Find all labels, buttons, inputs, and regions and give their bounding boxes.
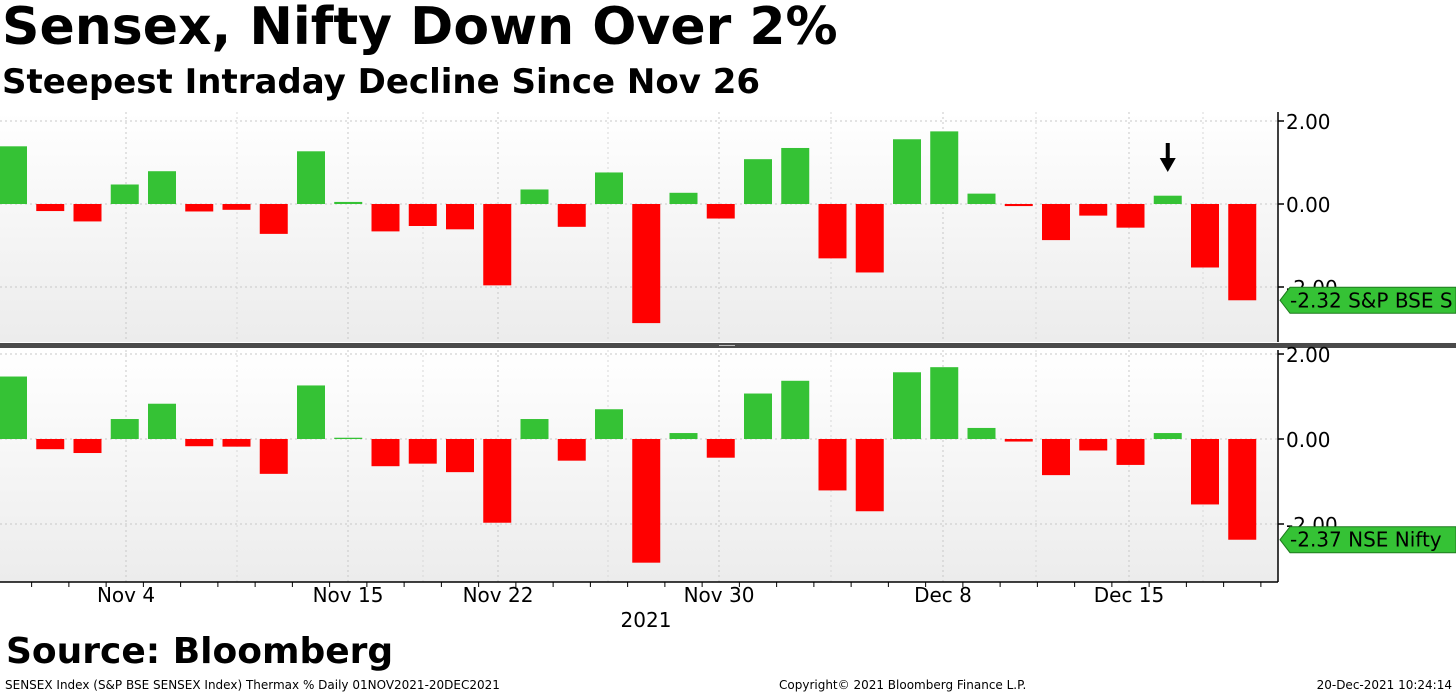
bar <box>1004 439 1033 442</box>
bar <box>1079 204 1108 216</box>
bar <box>967 427 996 439</box>
bar <box>930 367 959 439</box>
bar <box>893 139 921 204</box>
bar <box>446 204 474 230</box>
bar-chart: 2.000.00-2.00-2.32 S&P BSE S2.000.00-2.0… <box>0 110 1456 632</box>
x-tick-label: Dec 15 <box>1094 583 1165 607</box>
bar <box>483 439 512 523</box>
last-value-tag <box>1279 526 1456 554</box>
bar <box>781 380 810 439</box>
x-tick-label: Nov 30 <box>684 583 755 607</box>
bar <box>185 439 214 447</box>
bar <box>632 439 661 563</box>
chart-subtitle: Steepest Intraday Decline Since Nov 26 <box>2 62 761 102</box>
last-value-label: -2.32 S&P BSE S <box>1290 288 1453 312</box>
x-tick-label: Nov 15 <box>313 583 384 607</box>
bar <box>371 439 400 467</box>
bar <box>632 204 661 324</box>
bar <box>36 439 65 450</box>
bar <box>1153 195 1182 204</box>
bar <box>520 419 549 439</box>
bar <box>259 204 288 234</box>
y-tick-label: 2.00 <box>1286 110 1331 134</box>
bar <box>1079 439 1108 451</box>
bar <box>446 439 474 473</box>
bar <box>334 437 363 439</box>
bar <box>1116 204 1145 228</box>
source-label: Source: Bloomberg <box>6 631 394 672</box>
bar <box>893 372 921 439</box>
bar <box>744 159 772 204</box>
bar <box>557 439 586 461</box>
bar <box>855 439 884 512</box>
bar <box>595 172 623 204</box>
bar <box>222 439 251 447</box>
bar <box>669 433 698 439</box>
bar <box>1042 204 1070 241</box>
bar <box>1191 204 1219 268</box>
bar <box>73 204 102 222</box>
bar <box>706 439 735 458</box>
bar <box>967 193 996 204</box>
down-arrow-icon-head <box>1159 158 1176 172</box>
footer-copyright: Copyright© 2021 Bloomberg Finance L.P. <box>779 678 1027 692</box>
bar <box>520 189 549 204</box>
bar <box>855 204 884 273</box>
bar <box>1042 439 1070 476</box>
bar <box>185 204 214 212</box>
bar <box>408 204 437 226</box>
last-value-tag <box>1279 286 1456 314</box>
bar <box>371 204 400 232</box>
bar <box>148 171 176 204</box>
x-year-label: 2021 <box>621 608 672 632</box>
bar <box>110 184 139 204</box>
bar <box>408 439 437 464</box>
bar <box>1191 439 1219 505</box>
last-value-label: -2.37 NSE Nifty <box>1290 528 1442 552</box>
bar <box>110 419 139 439</box>
panel-divider-handle <box>719 345 735 346</box>
bar <box>557 204 586 227</box>
bar <box>73 439 102 454</box>
bar <box>1153 433 1182 439</box>
bar <box>818 204 847 259</box>
bar <box>669 192 698 204</box>
bar <box>706 204 735 219</box>
x-tick-label: Dec 8 <box>914 583 972 607</box>
bar <box>1004 204 1033 207</box>
y-tick-label: 0.00 <box>1286 428 1331 452</box>
bar <box>1228 204 1257 301</box>
bar <box>297 151 325 204</box>
bar <box>930 131 959 204</box>
bar <box>222 204 251 210</box>
bar <box>148 403 176 439</box>
bar <box>1228 439 1257 540</box>
bar <box>818 439 847 491</box>
y-tick-label: 2.00 <box>1286 343 1331 367</box>
bar <box>595 409 623 439</box>
bar <box>0 376 27 439</box>
bar <box>1116 439 1145 465</box>
bar <box>259 439 288 474</box>
footer-timestamp: 20-Dec-2021 10:24:14 <box>1316 678 1452 692</box>
bar <box>0 146 27 204</box>
chart-title: Sensex, Nifty Down Over 2% <box>2 0 838 57</box>
bar <box>297 385 325 439</box>
x-tick-label: Nov 4 <box>97 583 155 607</box>
bar <box>781 147 810 204</box>
bar <box>483 204 512 286</box>
bar <box>744 393 772 439</box>
bar <box>334 201 363 204</box>
footer-description: SENSEX Index (S&P BSE SENSEX Index) Ther… <box>5 678 500 692</box>
y-tick-label: 0.00 <box>1286 193 1331 217</box>
x-tick-label: Nov 22 <box>463 583 534 607</box>
bar <box>36 204 65 212</box>
